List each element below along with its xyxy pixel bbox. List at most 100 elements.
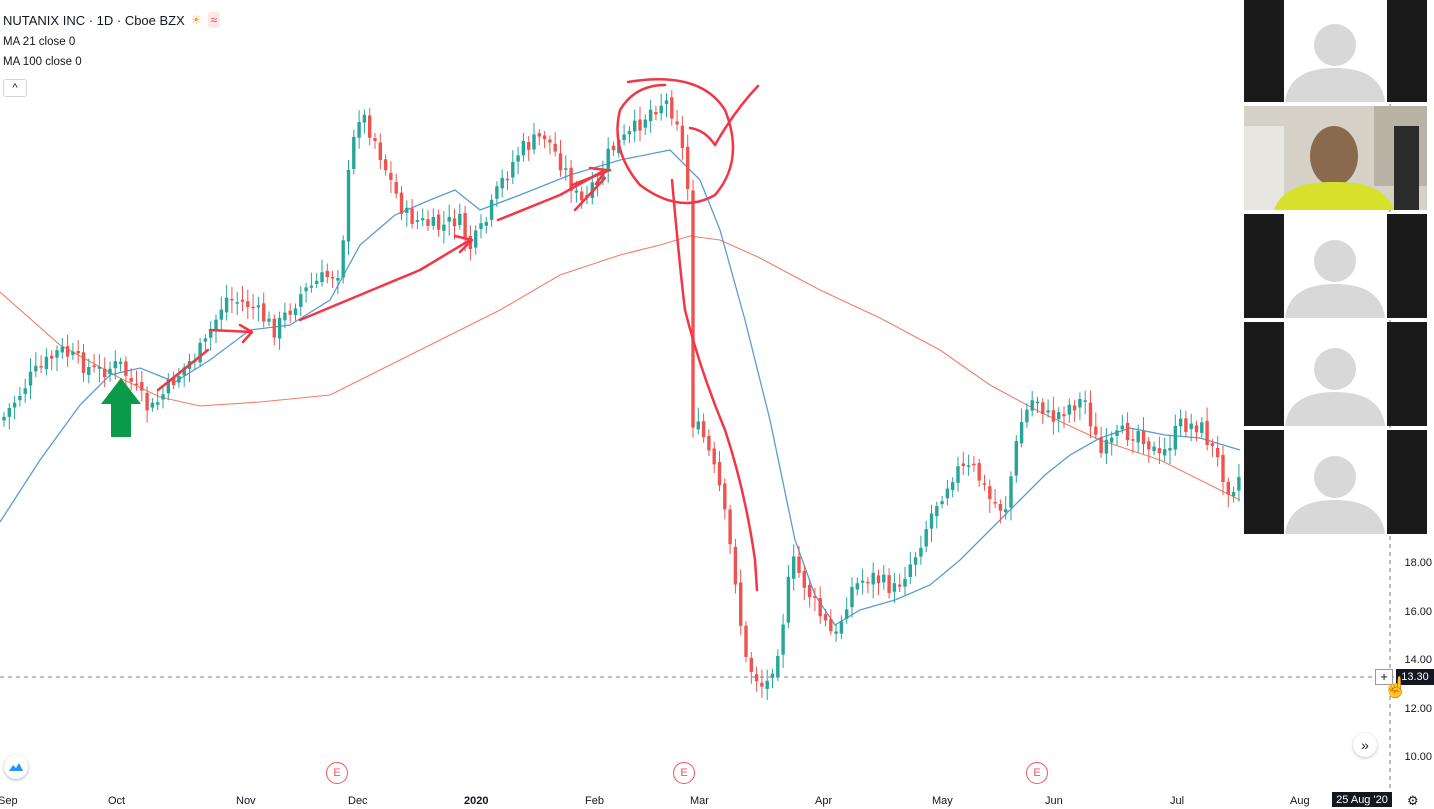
candle-body <box>1221 454 1225 482</box>
candle-body <box>39 366 43 368</box>
candle <box>521 132 526 162</box>
candle <box>908 552 912 584</box>
ma-21-line <box>0 149 1241 626</box>
top-circle <box>616 78 735 205</box>
candle <box>611 141 616 156</box>
market-status-icon[interactable]: ≈ <box>207 12 221 28</box>
candle <box>988 479 992 514</box>
candle <box>1178 409 1183 436</box>
candle-body <box>887 575 891 593</box>
candle <box>1147 436 1151 463</box>
candle-body <box>209 330 213 338</box>
ma-21-path <box>0 149 1241 626</box>
candle-body <box>1083 400 1087 402</box>
candle <box>267 311 271 326</box>
candle-body <box>341 240 345 278</box>
scroll-to-realtime-button[interactable]: » <box>1353 733 1377 757</box>
candle <box>177 367 181 388</box>
candle-body <box>108 368 112 375</box>
candle <box>1099 426 1103 458</box>
candle-body <box>1163 449 1167 456</box>
time-label: May <box>932 795 953 807</box>
candle-body <box>394 182 398 194</box>
candle-body <box>293 308 298 316</box>
candle-body <box>951 482 955 491</box>
candle <box>55 345 59 371</box>
candle-body <box>452 218 457 227</box>
sun-icon: ☀ <box>190 13 202 27</box>
candle-body <box>680 125 685 149</box>
add-price-line-button[interactable]: + <box>1375 669 1393 685</box>
candle-body <box>463 213 467 239</box>
candle-body <box>267 318 271 322</box>
candle-body <box>1178 418 1183 427</box>
candle-body <box>1184 418 1188 433</box>
candle-body <box>1009 476 1013 508</box>
trend-arrow <box>156 348 210 392</box>
participant-tile-4[interactable] <box>1244 430 1427 534</box>
candle <box>553 132 557 157</box>
participant-tile-3[interactable] <box>1244 322 1427 426</box>
candle-body <box>150 402 155 408</box>
participant-tile-video[interactable] <box>1244 106 1427 210</box>
candle <box>421 208 425 227</box>
candle-body <box>633 120 637 132</box>
ma-21-legend[interactable]: MA 21 close 0 <box>3 36 76 48</box>
ma-100-legend[interactable]: MA 100 close 0 <box>3 56 82 68</box>
participant-tile-2[interactable] <box>1244 214 1427 318</box>
candle <box>929 504 934 543</box>
candle-body <box>1030 400 1034 411</box>
candle <box>383 154 388 176</box>
time-label: Jun <box>1045 795 1063 807</box>
candle <box>389 161 393 194</box>
symbol-title[interactable]: NUTANIX INC · 1D · Cboe BZX <box>3 12 185 28</box>
candle <box>744 621 748 663</box>
candle <box>251 293 255 320</box>
candlesticks <box>2 90 1241 701</box>
candle-body <box>765 680 769 689</box>
candle <box>1035 396 1040 414</box>
earnings-marker[interactable]: E <box>326 762 348 784</box>
candle <box>1168 434 1172 465</box>
participant-tile-1[interactable] <box>1244 0 1427 102</box>
time-label: Apr <box>815 795 833 807</box>
candle-body <box>532 134 536 150</box>
candle <box>1067 398 1071 423</box>
candle-body <box>12 402 17 408</box>
candle <box>124 356 128 390</box>
collapse-legend-button[interactable]: ^ <box>3 79 27 97</box>
candle <box>707 429 711 457</box>
candle <box>256 296 261 322</box>
crosshair-date-tag: 25 Aug '20 <box>1332 792 1392 807</box>
gear-icon[interactable]: ⚙ <box>1407 793 1419 808</box>
candle <box>272 314 276 346</box>
candle <box>712 441 716 474</box>
candle <box>860 568 865 595</box>
candle-body <box>1152 446 1156 452</box>
candle <box>315 272 319 289</box>
candle-body <box>786 576 791 623</box>
candle <box>1157 436 1162 465</box>
candle <box>945 479 950 506</box>
candle <box>913 552 918 577</box>
candle-body <box>368 115 372 138</box>
time-label: Feb <box>585 795 604 807</box>
candle <box>293 303 298 321</box>
time-label: Mar <box>690 795 709 807</box>
candle-body <box>956 466 960 483</box>
tradingview-logo-icon[interactable] <box>4 755 28 779</box>
candle <box>845 597 849 624</box>
candle-body <box>1147 441 1151 450</box>
candle-body <box>378 142 382 161</box>
candle <box>1088 390 1093 439</box>
earnings-marker[interactable]: E <box>1026 762 1048 784</box>
earnings-marker[interactable]: E <box>673 762 695 784</box>
candle <box>87 358 91 384</box>
candle <box>1226 477 1230 508</box>
candle-body <box>7 408 11 417</box>
candle <box>866 576 870 594</box>
candle-body <box>898 584 902 587</box>
candle-body <box>50 355 54 359</box>
chart-legend: NUTANIX INC · 1D · Cboe BZX ☀ ≈ MA 21 cl… <box>3 12 221 68</box>
